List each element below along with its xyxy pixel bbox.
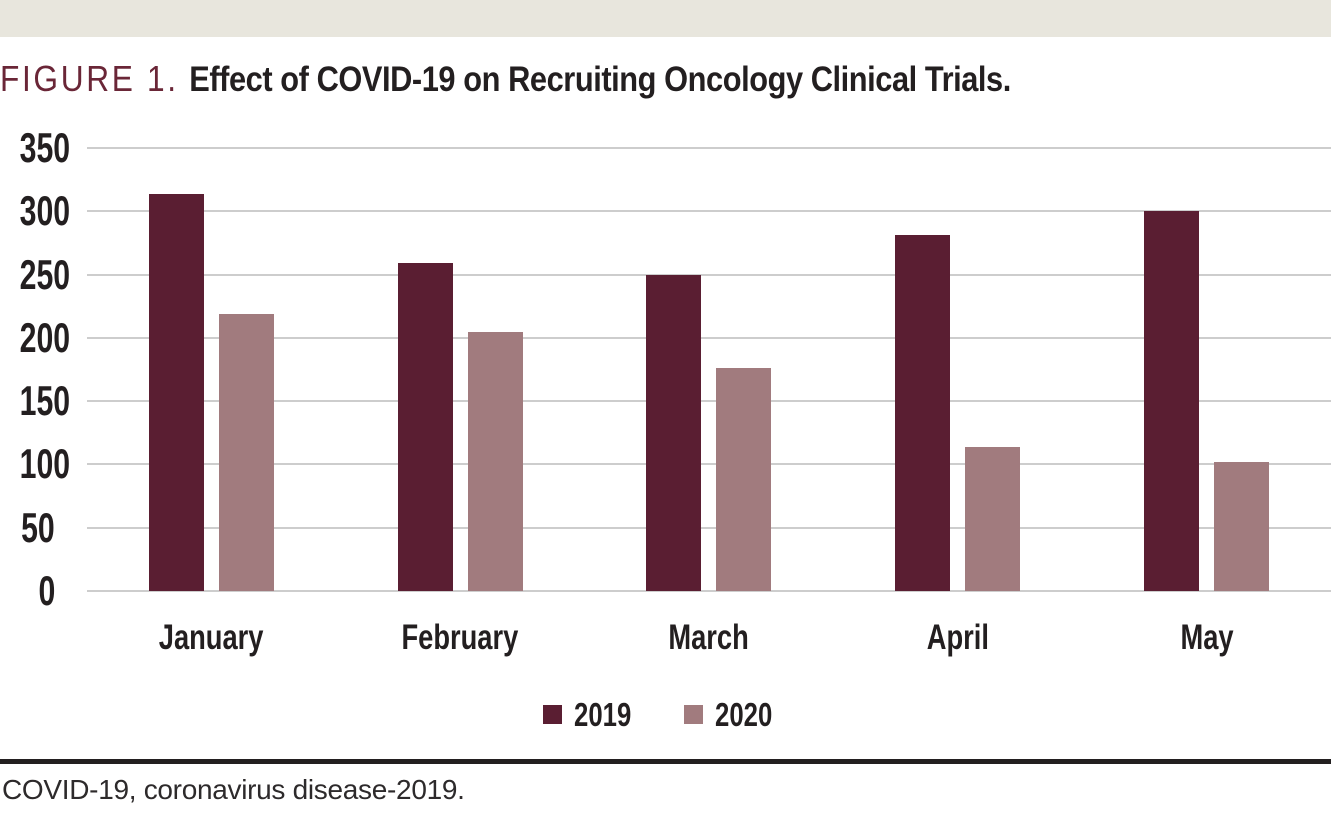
figure-number-label: FIGURE 1.	[0, 58, 179, 99]
x-axis-label-may: May	[1180, 618, 1234, 657]
gridline-50	[87, 526, 1331, 529]
bar-groups	[87, 148, 1331, 591]
legend-swatch-2019	[543, 705, 563, 724]
bar-2019-may	[1144, 211, 1200, 591]
legend-label-2019: 2019	[574, 696, 632, 733]
gridline-150	[87, 400, 1331, 403]
gridline-100	[87, 463, 1331, 466]
plot-area	[87, 147, 1331, 592]
bar-2019-april	[895, 235, 951, 591]
bar-2020-april	[965, 446, 1021, 591]
legend-item-2020: 2020	[683, 696, 788, 733]
gridline-350	[87, 147, 1331, 149]
bar-2020-february	[467, 331, 523, 591]
gridline-300	[87, 210, 1331, 213]
y-axis: 0 50 100 150 200 250 300 350	[19, 124, 71, 614]
bar-2020-may	[1214, 461, 1270, 591]
gridline-0	[87, 590, 1331, 592]
bar-group-february	[336, 148, 585, 591]
gridline-200	[87, 336, 1331, 339]
figure-heading: FIGURE 1. Effect of COVID-19 on Recruitin…	[0, 58, 1171, 100]
bar-2019-january	[148, 193, 204, 591]
gridline-250	[87, 273, 1331, 276]
bar-2020-march	[716, 368, 772, 591]
bar-2020-january	[218, 313, 274, 591]
chart-legend: 2019 2020	[0, 698, 1331, 731]
legend-swatch-2020	[683, 705, 703, 724]
x-axis-label-march: March	[668, 618, 750, 657]
x-axis: January February March April May	[87, 618, 1331, 668]
x-axis-label-february: February	[401, 618, 519, 657]
bar-group-may	[1082, 148, 1331, 591]
bar-group-march	[585, 148, 834, 591]
bar-group-april	[833, 148, 1082, 591]
bar-group-january	[87, 148, 336, 591]
bar-2019-march	[646, 274, 702, 591]
legend-label-2020: 2020	[714, 696, 772, 733]
figure-footnote: COVID-19, coronavirus disease-2019.	[2, 774, 465, 805]
x-axis-label-april: April	[926, 618, 989, 657]
top-accent-band	[0, 0, 1331, 37]
legend-item-2019: 2019	[543, 698, 647, 731]
bottom-divider-rule	[0, 759, 1331, 764]
x-axis-label-january: January	[159, 618, 264, 657]
figure-title: Effect of COVID-19 on Recruiting Oncolog…	[189, 60, 1011, 99]
bar-2019-february	[397, 263, 453, 591]
